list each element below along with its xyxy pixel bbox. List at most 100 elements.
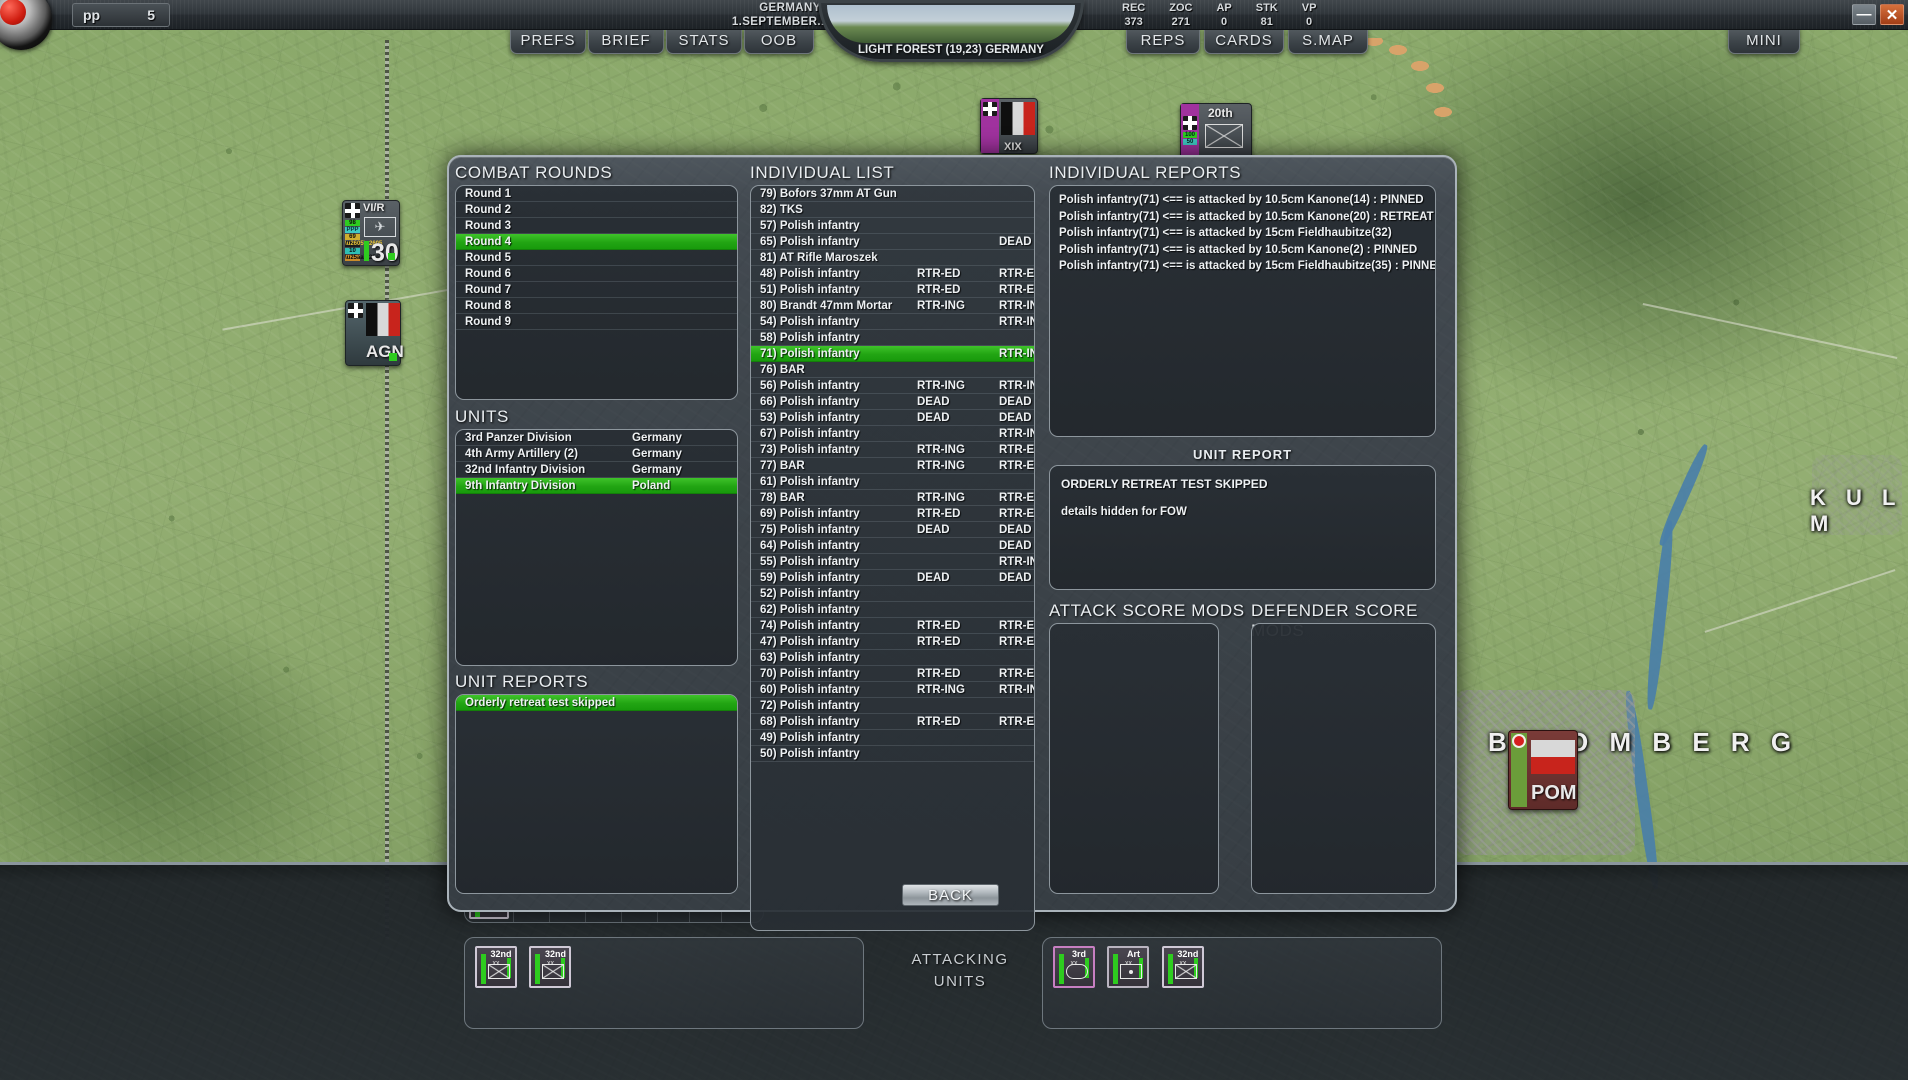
individual-row-status-2: RTR-ED <box>999 284 1035 296</box>
chit-label: Art <box>1126 949 1140 959</box>
map-counter-air-vir[interactable]: 98 PPP 69 \u2605\u2605 10 \u25aa\u25aa V… <box>342 200 400 267</box>
chit-label: 32nd <box>544 949 566 959</box>
combat-round-row[interactable]: Round 4 <box>456 234 737 250</box>
individual-list-row[interactable]: 76) BAR <box>751 362 1034 378</box>
combat-round-row[interactable]: Round 3 <box>456 218 737 234</box>
individual-list-row[interactable]: 52) Polish infantry <box>751 586 1034 602</box>
tab-stats[interactable]: STATS <box>666 28 742 54</box>
individual-list-row[interactable]: 71) Polish infantry RTR-ING <box>751 346 1034 362</box>
unit-chit-3rd-panzer[interactable]: 3rd xx <box>1053 946 1095 988</box>
units-row[interactable]: 3rd Panzer Division Germany <box>456 430 737 446</box>
individual-list-row[interactable]: 66) Polish infantry DEAD DEAD <box>751 394 1034 410</box>
individual-list-row[interactable]: 57) Polish infantry <box>751 218 1034 234</box>
units-row-name: 9th Infantry Division <box>465 480 576 492</box>
individual-list[interactable]: 79) Bofors 37mm AT Gun 82) TKS 57) Polish … <box>750 185 1035 931</box>
individual-list-row[interactable]: 58) Polish infantry <box>751 330 1034 346</box>
individual-list-row[interactable]: 51) Polish infantry RTR-ED RTR-ED <box>751 282 1034 298</box>
individual-list-row[interactable]: 47) Polish infantry RTR-ED RTR-ED <box>751 634 1034 650</box>
defender-score-mods-box[interactable] <box>1251 623 1436 894</box>
individual-list-row[interactable]: 74) Polish infantry RTR-ED RTR-ED <box>751 618 1034 634</box>
individual-row-name: 72) Polish infantry <box>760 700 860 712</box>
combat-round-row[interactable]: Round 2 <box>456 202 737 218</box>
individual-list-row[interactable]: 59) Polish infantry DEAD DEAD <box>751 570 1034 586</box>
unit-report-row[interactable]: Orderly retreat test skipped <box>456 695 737 711</box>
railway <box>385 40 389 940</box>
combat-round-row[interactable]: Round 9 <box>456 314 737 330</box>
individual-list-row[interactable]: 82) TKS <box>751 202 1034 218</box>
individual-list-row[interactable]: 61) Polish infantry <box>751 474 1034 490</box>
individual-list-row[interactable]: 53) Polish infantry DEAD DEAD <box>751 410 1034 426</box>
tab-mini[interactable]: MINI <box>1728 28 1800 54</box>
individual-list-row[interactable]: 49) Polish infantry <box>751 730 1034 746</box>
stat-label-stk: STK <box>1255 2 1278 14</box>
combat-round-row[interactable]: Round 8 <box>456 298 737 314</box>
individual-reports-box[interactable]: Polish infantry(71) <== is attacked by 1… <box>1049 185 1436 437</box>
defending-units-panel[interactable]: 32nd xx 32nd xx <box>464 937 864 1029</box>
unit-chit-artillery[interactable]: Art xx <box>1107 946 1150 988</box>
attacking-units-caption: ATTACKING UNITS <box>890 949 1030 993</box>
tab-smap[interactable]: S.MAP <box>1288 28 1368 54</box>
unit-reports-list[interactable]: Orderly retreat test skipped <box>455 694 738 894</box>
individual-row-name: 54) Polish infantry <box>760 316 860 328</box>
tab-prefs[interactable]: PREFS <box>510 28 586 54</box>
individual-list-row[interactable]: 79) Bofors 37mm AT Gun <box>751 186 1034 202</box>
individual-list-row[interactable]: 81) AT Rifle Maroszek <box>751 250 1034 266</box>
individual-list-row[interactable]: 80) Brandt 47mm Mortar RTR-ING RTR-ING <box>751 298 1034 314</box>
unit-chit-32nd-c[interactable]: 32nd xx <box>1161 946 1204 988</box>
combat-rounds-list[interactable]: Round 1 Round 2 Round 3 Round 4 Round 5 Round… <box>455 185 738 400</box>
counter-label-20th: 20th <box>1208 106 1233 120</box>
tab-cards[interactable]: CARDS <box>1204 28 1284 54</box>
attacking-units-panel[interactable]: 3rd xx Art xx 32nd xx <box>1042 937 1442 1029</box>
attacking-units-line1: ATTACKING <box>911 951 1009 968</box>
map-counter-xix[interactable]: XIX <box>980 98 1038 154</box>
back-button[interactable]: BACK <box>902 884 999 906</box>
balkenkreuz-icon <box>983 102 997 116</box>
combat-round-row[interactable]: Round 1 <box>456 186 737 202</box>
individual-row-status-2: RTR-ED <box>999 460 1035 472</box>
units-list[interactable]: 3rd Panzer Division Germany 4th Army Artil… <box>455 429 738 666</box>
individual-list-row[interactable]: 73) Polish infantry RTR-ING RTR-ED <box>751 442 1034 458</box>
combat-round-row[interactable]: Round 6 <box>456 266 737 282</box>
tab-brief[interactable]: BRIEF <box>588 28 664 54</box>
individual-list-row[interactable]: 64) Polish infantry DEAD <box>751 538 1034 554</box>
tab-reps[interactable]: REPS <box>1126 28 1200 54</box>
individual-list-row[interactable]: 60) Polish infantry RTR-ING RTR-ING <box>751 682 1034 698</box>
individual-list-row[interactable]: 72) Polish infantry <box>751 698 1034 714</box>
individual-list-row[interactable]: 56) Polish infantry RTR-ING RTR-ING <box>751 378 1034 394</box>
individual-list-row[interactable]: 54) Polish infantry RTR-ING <box>751 314 1034 330</box>
individual-list-row[interactable]: 67) Polish infantry RTR-ING <box>751 426 1034 442</box>
individual-row-name: 50) Polish infantry <box>760 748 860 760</box>
close-button[interactable]: ✕ <box>1880 4 1904 25</box>
pp-indicator[interactable]: pp 5 <box>72 3 170 27</box>
individual-list-row[interactable]: 69) Polish infantry RTR-ED RTR-ED <box>751 506 1034 522</box>
units-row[interactable]: 4th Army Artillery (2) Germany <box>456 446 737 462</box>
individual-list-row[interactable]: 78) BAR RTR-ING RTR-ED <box>751 490 1034 506</box>
individual-list-row[interactable]: 65) Polish infantry DEAD <box>751 234 1034 250</box>
town-kulm <box>1812 455 1902 535</box>
unit-chit-32nd-b[interactable]: 32nd xx <box>529 946 572 988</box>
individual-list-row[interactable]: 75) Polish infantry DEAD DEAD <box>751 522 1034 538</box>
map-counter-agn[interactable]: AGN <box>345 300 404 366</box>
units-row[interactable]: 32nd Infantry Division Germany <box>456 462 737 478</box>
individual-list-row[interactable]: 63) Polish infantry <box>751 650 1034 666</box>
tab-oob[interactable]: OOB <box>744 28 814 54</box>
balkenkreuz-icon <box>348 303 363 318</box>
combat-round-row[interactable]: Round 5 <box>456 250 737 266</box>
individual-list-row[interactable]: 70) Polish infantry RTR-ED RTR-ED <box>751 666 1034 682</box>
counter-label-vir: VI/R <box>363 202 385 214</box>
individual-list-row[interactable]: 48) Polish infantry RTR-ED RTR-ED <box>751 266 1034 282</box>
individual-list-row[interactable]: 77) BAR RTR-ING RTR-ED <box>751 458 1034 474</box>
attack-score-mods-box[interactable] <box>1049 623 1219 894</box>
individual-list-row[interactable]: 68) Polish infantry RTR-ED RTR-ED <box>751 714 1034 730</box>
combat-round-row[interactable]: Round 7 <box>456 282 737 298</box>
minimize-button[interactable]: — <box>1852 4 1876 25</box>
chit-label: 32nd <box>1177 949 1199 959</box>
unit-report-box[interactable]: ORDERLY RETREAT TEST SKIPPED details hid… <box>1049 465 1436 590</box>
individual-list-row[interactable]: 55) Polish infantry RTR-ING <box>751 554 1034 570</box>
map-counter-pom[interactable]: POM <box>1508 730 1578 810</box>
unit-chit-32nd-a[interactable]: 32nd xx <box>475 946 517 988</box>
individual-list-row[interactable]: 50) Polish infantry <box>751 746 1034 762</box>
individual-list-row[interactable]: 62) Polish infantry <box>751 602 1034 618</box>
units-row[interactable]: 9th Infantry Division Poland <box>456 478 737 494</box>
chit-echelon: xx <box>1164 960 1202 967</box>
